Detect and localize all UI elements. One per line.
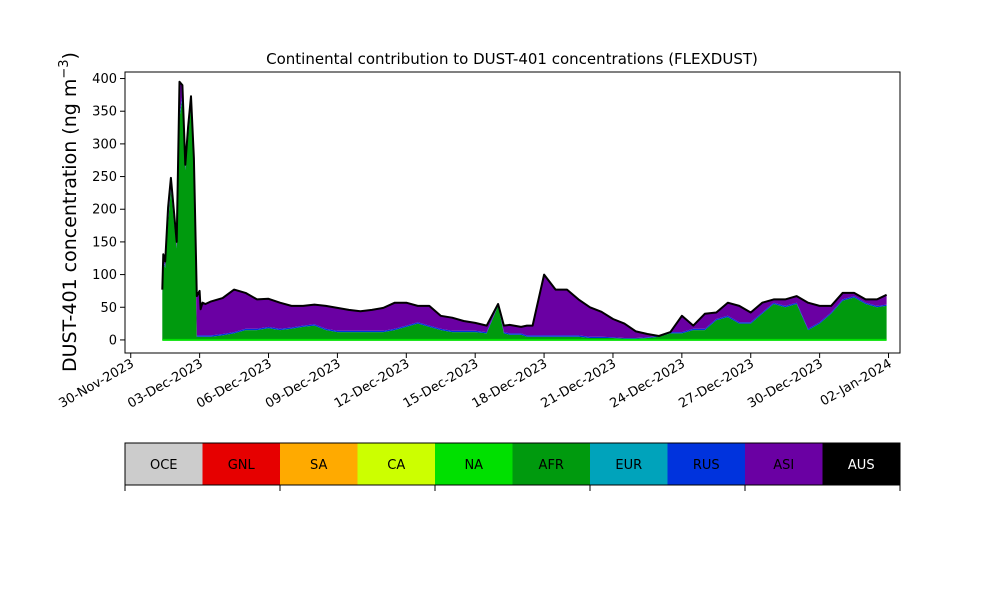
legend-label-oce: OCE (150, 458, 178, 473)
x-tick-label: 12-Dec-2023 (332, 356, 412, 411)
legend-label-gnl: GNL (228, 458, 256, 473)
continent-legend: OCE GNL SA CA NA AFR EUR RUS ASI AUS (124, 442, 901, 491)
x-tick-label: 21-Dec-2023 (539, 356, 619, 411)
legend-swatch-ca (357, 443, 436, 485)
x-tick-label: 30-Dec-2023 (745, 356, 825, 411)
x-tick-label: 15-Dec-2023 (401, 356, 481, 411)
plot-frame (124, 71, 901, 354)
legend-swatch-gnl (202, 443, 281, 485)
y-tick-label: 200 (92, 203, 117, 218)
legend-swatch-asi (745, 443, 823, 485)
legend-label-rus: RUS (693, 458, 720, 473)
legend-label-sa: SA (310, 458, 327, 473)
legend-label-eur: EUR (615, 458, 642, 473)
y-axis-label: DUST-401 concentration (ng m−3) (57, 52, 81, 372)
x-tick-label: 03-Dec-2023 (125, 356, 205, 411)
legend-swatch-oce (125, 443, 203, 485)
area-series-layer (162, 81, 887, 341)
x-tick-label: 02-Jan-2024 (818, 356, 895, 409)
legend-swatch-aus (822, 443, 901, 485)
legend-label-na: NA (464, 458, 483, 473)
legend-swatch-na (435, 443, 513, 485)
y-tick-label: 300 (92, 137, 117, 152)
legend-label-ca: CA (387, 458, 405, 473)
legend-swatch-sa (280, 443, 358, 485)
x-tick-label: 24-Dec-2023 (607, 356, 687, 411)
y-tick-label: 350 (92, 105, 117, 120)
y-tick-label: 0 (109, 333, 117, 348)
area-series-asi (162, 81, 887, 339)
y-tick-label: 100 (92, 268, 117, 283)
legend-label-aus: AUS (848, 458, 875, 473)
plot-area (124, 71, 901, 354)
total-concentration-line (161, 80, 888, 337)
x-axis: 30-Nov-202303-Dec-202306-Dec-202309-Dec-… (56, 353, 895, 412)
legend-label-afr: AFR (539, 458, 564, 473)
legend-frame (124, 442, 901, 486)
x-tick-label: 09-Dec-2023 (263, 356, 343, 411)
chart-title: Continental contribution to DUST-401 con… (266, 50, 758, 68)
x-tick-label: 27-Dec-2023 (676, 356, 756, 411)
legend-swatch-afr (512, 443, 591, 485)
legend-label-asi: ASI (773, 458, 794, 473)
legend-swatch-rus (667, 443, 746, 485)
x-tick-label: 18-Dec-2023 (470, 356, 550, 411)
y-tick-label: 50 (100, 301, 117, 316)
y-tick-label: 250 (92, 170, 117, 185)
legend-swatch-eur (590, 443, 668, 485)
y-axis: 0 50 100 150 200 250 300 350 400 (92, 72, 125, 348)
y-tick-label: 150 (92, 235, 117, 250)
y-tick-label: 400 (92, 72, 117, 87)
x-tick-label: 06-Dec-2023 (194, 356, 274, 411)
